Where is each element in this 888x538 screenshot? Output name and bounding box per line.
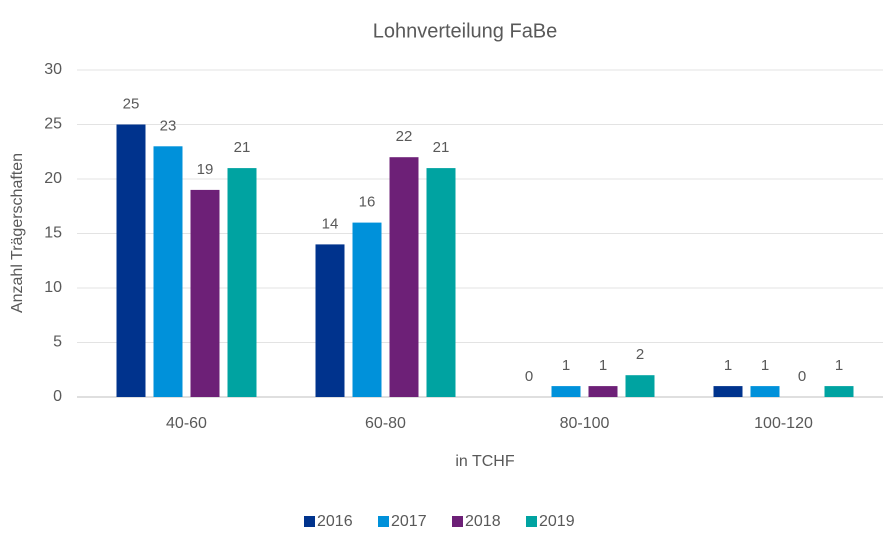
x-tick-label: 100-120	[754, 415, 813, 432]
data-label: 23	[160, 117, 177, 134]
chart-title: Lohnverteilung FaBe	[373, 20, 558, 42]
data-label: 19	[197, 161, 214, 178]
data-label: 25	[123, 95, 140, 112]
bar	[426, 168, 456, 397]
data-label: 1	[835, 357, 843, 374]
bar	[190, 189, 220, 397]
y-tick-label: 30	[44, 61, 62, 78]
legend-label: 2017	[391, 513, 427, 530]
legend-label: 2019	[539, 513, 575, 530]
bar	[227, 168, 257, 397]
data-label: 2	[636, 346, 644, 363]
data-label: 1	[562, 357, 570, 374]
bar	[352, 222, 382, 397]
x-tick-label: 80-100	[560, 415, 610, 432]
data-label: 0	[798, 368, 806, 385]
bar	[625, 375, 655, 397]
data-label: 21	[433, 139, 450, 156]
y-tick-label: 15	[44, 225, 62, 242]
data-label: 1	[724, 357, 732, 374]
data-label: 1	[761, 357, 769, 374]
data-label: 14	[322, 215, 339, 232]
bar	[116, 124, 146, 397]
data-label: 22	[396, 128, 413, 145]
legend-swatch	[304, 516, 315, 527]
data-label: 21	[234, 139, 251, 156]
bar	[750, 386, 780, 397]
x-tick-label: 60-80	[365, 415, 406, 432]
legend-swatch	[378, 516, 389, 527]
y-tick-label: 25	[44, 116, 62, 133]
x-tick-label: 40-60	[166, 415, 207, 432]
y-tick-label: 0	[53, 388, 62, 405]
bar	[389, 157, 419, 397]
bar	[588, 386, 618, 397]
data-label: 16	[359, 194, 376, 211]
legend-swatch	[452, 516, 463, 527]
bar	[315, 244, 345, 397]
legend-swatch	[526, 516, 537, 527]
legend-label: 2018	[465, 513, 501, 530]
data-label: 0	[525, 368, 533, 385]
bar	[824, 386, 854, 397]
legend-label: 2016	[317, 513, 353, 530]
bar	[713, 386, 743, 397]
data-label: 1	[599, 357, 607, 374]
bar	[551, 386, 581, 397]
y-axis-label: Anzahl Trägerschaften	[9, 153, 26, 313]
y-tick-label: 10	[44, 279, 62, 296]
bar	[153, 146, 183, 397]
x-axis-label: in TCHF	[455, 453, 514, 470]
y-tick-label: 5	[53, 334, 62, 351]
y-tick-label: 20	[44, 170, 62, 187]
